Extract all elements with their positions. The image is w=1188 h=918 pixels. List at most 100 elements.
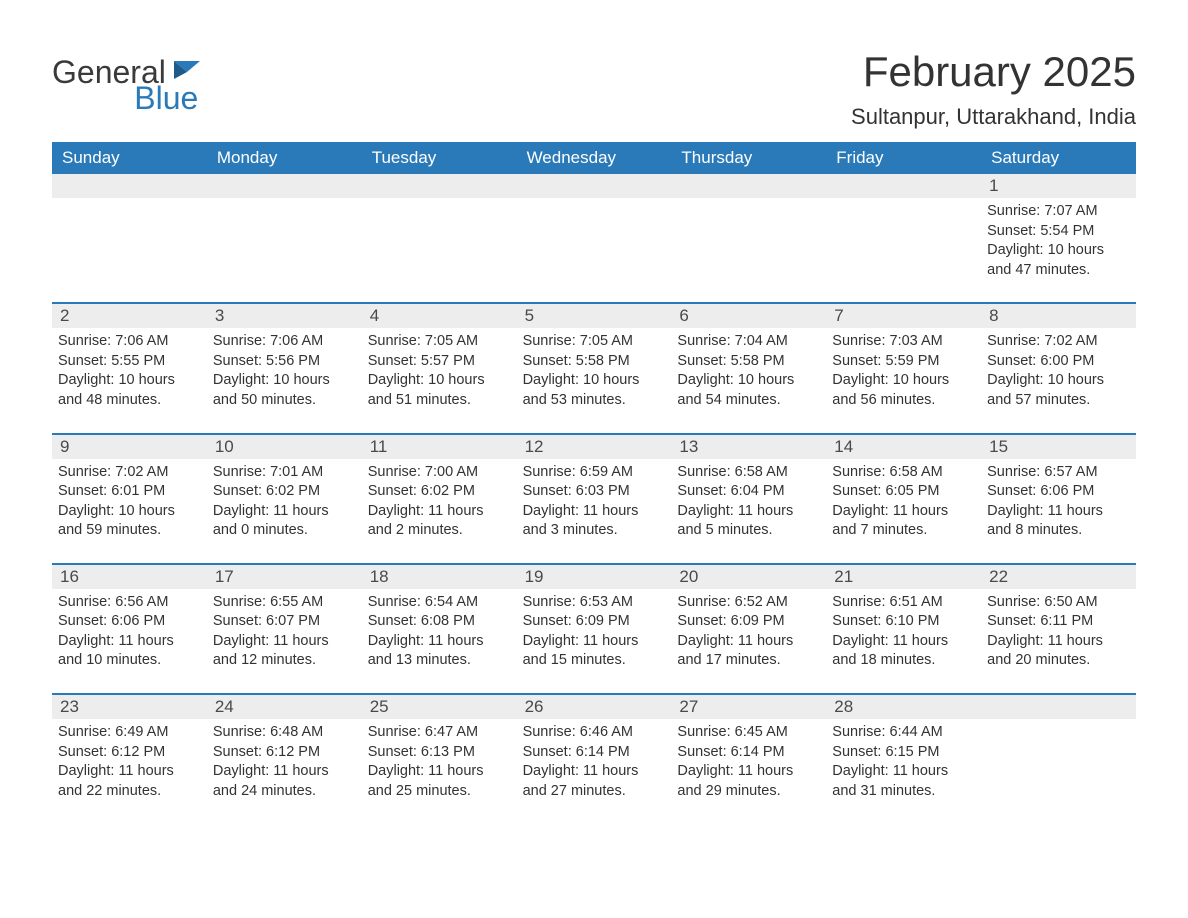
day-content: Sunrise: 7:05 AMSunset: 5:57 PMDaylight:… <box>362 328 517 414</box>
sunrise-text: Sunrise: 6:51 AM <box>832 593 973 613</box>
day-content: Sunrise: 6:47 AMSunset: 6:13 PMDaylight:… <box>362 719 517 805</box>
calendar-day-cell: 25Sunrise: 6:47 AMSunset: 6:13 PMDayligh… <box>362 695 517 805</box>
day-content: Sunrise: 7:05 AMSunset: 5:58 PMDaylight:… <box>517 328 672 414</box>
daylight-text: Daylight: 10 hours and 59 minutes. <box>58 502 199 541</box>
sunrise-text: Sunrise: 6:45 AM <box>677 723 818 743</box>
day-number <box>826 174 981 198</box>
calendar-week: 16Sunrise: 6:56 AMSunset: 6:06 PMDayligh… <box>52 563 1136 675</box>
day-content <box>981 719 1136 727</box>
daylight-text: Daylight: 11 hours and 25 minutes. <box>368 762 509 801</box>
sunrise-text: Sunrise: 7:07 AM <box>987 202 1128 222</box>
day-content: Sunrise: 6:44 AMSunset: 6:15 PMDaylight:… <box>826 719 981 805</box>
calendar-day-cell <box>52 174 207 284</box>
day-number <box>207 174 362 198</box>
calendar-day-cell: 1Sunrise: 7:07 AMSunset: 5:54 PMDaylight… <box>981 174 1136 284</box>
day-content: Sunrise: 6:49 AMSunset: 6:12 PMDaylight:… <box>52 719 207 805</box>
sunrise-text: Sunrise: 6:46 AM <box>523 723 664 743</box>
sunset-text: Sunset: 5:54 PM <box>987 222 1128 242</box>
sunrise-text: Sunrise: 6:58 AM <box>677 463 818 483</box>
day-number: 6 <box>671 304 826 328</box>
calendar-day-cell: 9Sunrise: 7:02 AMSunset: 6:01 PMDaylight… <box>52 435 207 545</box>
daylight-text: Daylight: 10 hours and 47 minutes. <box>987 241 1128 280</box>
calendar-day-cell: 20Sunrise: 6:52 AMSunset: 6:09 PMDayligh… <box>671 565 826 675</box>
daylight-text: Daylight: 11 hours and 24 minutes. <box>213 762 354 801</box>
day-number: 11 <box>362 435 517 459</box>
sunset-text: Sunset: 6:00 PM <box>987 352 1128 372</box>
day-content: Sunrise: 6:58 AMSunset: 6:04 PMDaylight:… <box>671 459 826 545</box>
daylight-text: Daylight: 11 hours and 20 minutes. <box>987 632 1128 671</box>
day-content: Sunrise: 6:57 AMSunset: 6:06 PMDaylight:… <box>981 459 1136 545</box>
calendar-day-cell: 6Sunrise: 7:04 AMSunset: 5:58 PMDaylight… <box>671 304 826 414</box>
day-number: 12 <box>517 435 672 459</box>
day-content: Sunrise: 6:50 AMSunset: 6:11 PMDaylight:… <box>981 589 1136 675</box>
calendar-day-cell: 4Sunrise: 7:05 AMSunset: 5:57 PMDaylight… <box>362 304 517 414</box>
day-content <box>671 198 826 206</box>
daylight-text: Daylight: 11 hours and 3 minutes. <box>523 502 664 541</box>
calendar-day-cell: 21Sunrise: 6:51 AMSunset: 6:10 PMDayligh… <box>826 565 981 675</box>
day-number: 4 <box>362 304 517 328</box>
day-number: 25 <box>362 695 517 719</box>
sunrise-text: Sunrise: 7:05 AM <box>368 332 509 352</box>
day-content: Sunrise: 6:48 AMSunset: 6:12 PMDaylight:… <box>207 719 362 805</box>
calendar-day-cell: 13Sunrise: 6:58 AMSunset: 6:04 PMDayligh… <box>671 435 826 545</box>
day-number: 27 <box>671 695 826 719</box>
daylight-text: Daylight: 11 hours and 7 minutes. <box>832 502 973 541</box>
day-content: Sunrise: 7:06 AMSunset: 5:56 PMDaylight:… <box>207 328 362 414</box>
daylight-text: Daylight: 10 hours and 53 minutes. <box>523 371 664 410</box>
day-content: Sunrise: 7:04 AMSunset: 5:58 PMDaylight:… <box>671 328 826 414</box>
sunrise-text: Sunrise: 6:49 AM <box>58 723 199 743</box>
sunset-text: Sunset: 6:11 PM <box>987 612 1128 632</box>
sunrise-text: Sunrise: 7:05 AM <box>523 332 664 352</box>
weeks-container: 1Sunrise: 7:07 AMSunset: 5:54 PMDaylight… <box>52 174 1136 805</box>
page-title: February 2025 <box>851 48 1136 96</box>
calendar: Sunday Monday Tuesday Wednesday Thursday… <box>52 142 1136 805</box>
sunrise-text: Sunrise: 6:47 AM <box>368 723 509 743</box>
weekday-header: Tuesday <box>362 142 517 174</box>
day-number: 18 <box>362 565 517 589</box>
day-number: 3 <box>207 304 362 328</box>
sunset-text: Sunset: 6:05 PM <box>832 482 973 502</box>
sunset-text: Sunset: 6:07 PM <box>213 612 354 632</box>
logo: General Blue <box>52 48 200 114</box>
weekday-header: Monday <box>207 142 362 174</box>
daylight-text: Daylight: 11 hours and 31 minutes. <box>832 762 973 801</box>
day-content <box>207 198 362 206</box>
sunrise-text: Sunrise: 6:48 AM <box>213 723 354 743</box>
calendar-day-cell: 12Sunrise: 6:59 AMSunset: 6:03 PMDayligh… <box>517 435 672 545</box>
weekday-header: Wednesday <box>517 142 672 174</box>
day-number <box>517 174 672 198</box>
daylight-text: Daylight: 11 hours and 29 minutes. <box>677 762 818 801</box>
sunrise-text: Sunrise: 7:01 AM <box>213 463 354 483</box>
sunrise-text: Sunrise: 6:58 AM <box>832 463 973 483</box>
day-number: 26 <box>517 695 672 719</box>
day-number: 7 <box>826 304 981 328</box>
calendar-day-cell: 8Sunrise: 7:02 AMSunset: 6:00 PMDaylight… <box>981 304 1136 414</box>
sunrise-text: Sunrise: 6:44 AM <box>832 723 973 743</box>
calendar-day-cell <box>671 174 826 284</box>
sunrise-text: Sunrise: 7:06 AM <box>58 332 199 352</box>
weekday-header-row: Sunday Monday Tuesday Wednesday Thursday… <box>52 142 1136 174</box>
sunset-text: Sunset: 6:01 PM <box>58 482 199 502</box>
day-content: Sunrise: 7:02 AMSunset: 6:00 PMDaylight:… <box>981 328 1136 414</box>
calendar-day-cell: 17Sunrise: 6:55 AMSunset: 6:07 PMDayligh… <box>207 565 362 675</box>
day-number: 13 <box>671 435 826 459</box>
daylight-text: Daylight: 11 hours and 27 minutes. <box>523 762 664 801</box>
daylight-text: Daylight: 10 hours and 50 minutes. <box>213 371 354 410</box>
sunset-text: Sunset: 6:09 PM <box>677 612 818 632</box>
sunset-text: Sunset: 6:08 PM <box>368 612 509 632</box>
daylight-text: Daylight: 10 hours and 51 minutes. <box>368 371 509 410</box>
day-number: 19 <box>517 565 672 589</box>
day-content: Sunrise: 7:01 AMSunset: 6:02 PMDaylight:… <box>207 459 362 545</box>
weekday-header: Sunday <box>52 142 207 174</box>
sunset-text: Sunset: 6:12 PM <box>58 743 199 763</box>
sunrise-text: Sunrise: 6:52 AM <box>677 593 818 613</box>
day-number: 15 <box>981 435 1136 459</box>
day-content: Sunrise: 6:53 AMSunset: 6:09 PMDaylight:… <box>517 589 672 675</box>
sunset-text: Sunset: 6:02 PM <box>213 482 354 502</box>
calendar-day-cell: 27Sunrise: 6:45 AMSunset: 6:14 PMDayligh… <box>671 695 826 805</box>
day-content: Sunrise: 7:00 AMSunset: 6:02 PMDaylight:… <box>362 459 517 545</box>
day-content: Sunrise: 7:06 AMSunset: 5:55 PMDaylight:… <box>52 328 207 414</box>
day-number <box>362 174 517 198</box>
calendar-day-cell: 7Sunrise: 7:03 AMSunset: 5:59 PMDaylight… <box>826 304 981 414</box>
sunset-text: Sunset: 6:13 PM <box>368 743 509 763</box>
